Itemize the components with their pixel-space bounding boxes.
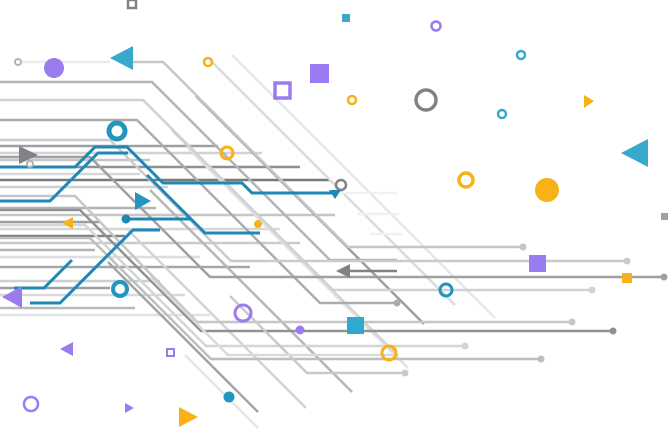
- trace-4-end-dot: [393, 299, 401, 307]
- teal-play-triangle: [135, 192, 151, 210]
- yellow-ring-bottom: [380, 344, 398, 362]
- yellow-square-small: [622, 273, 632, 283]
- yellow-ring-tiny-1: [202, 56, 214, 68]
- teal-square-filled: [347, 317, 364, 334]
- purple-triangle-left-large: [2, 286, 22, 308]
- yellow-ring-small: [219, 145, 235, 161]
- trace-10: [0, 236, 541, 361]
- teal-trace-4: [145, 173, 260, 235]
- trace-3: [0, 98, 592, 292]
- trace-2: [0, 80, 397, 262]
- gray-square-outline-top: [126, 0, 138, 10]
- yellow-dot-small: [254, 220, 262, 228]
- white-dot-start: [14, 58, 22, 66]
- trace-6-end-dot: [660, 273, 668, 281]
- purple-square-filled-top: [310, 64, 329, 83]
- yellow-circle-large: [535, 178, 559, 202]
- teal-arrow-down: [329, 190, 341, 199]
- gray-triangle-right: [19, 146, 38, 164]
- purple-triangle-right-tiny: [125, 403, 134, 413]
- trace-7-end-dot: [568, 318, 576, 326]
- trace-10-end-dot: [537, 355, 545, 363]
- teal-dot-bottom: [223, 391, 235, 403]
- purple-square-tiny: [166, 348, 175, 357]
- purple-circle-large: [44, 58, 64, 78]
- diag-line-7: [127, 229, 307, 409]
- teal-triangle-left-top: [110, 46, 133, 70]
- yellow-ring-medium: [457, 171, 475, 189]
- trace-8-end-dot: [609, 327, 617, 335]
- trace-3-end-dot: [588, 286, 596, 294]
- yellow-triangle-right-small: [584, 95, 594, 108]
- teal-square-tiny: [342, 14, 350, 22]
- teal-ring-thick: [106, 120, 128, 142]
- gray-ring-large: [414, 88, 438, 112]
- trace-4: [0, 118, 397, 305]
- teal-ring-tiny-2: [496, 108, 508, 120]
- teal-trace-1: [0, 145, 332, 195]
- gray-ring-small: [334, 178, 348, 192]
- purple-square-filled-right: [529, 255, 546, 272]
- trace-9-end-dot: [461, 342, 469, 350]
- yellow-triangle-left: [62, 217, 73, 229]
- trace-12: [149, 276, 397, 357]
- purple-ring-tiny: [430, 20, 442, 32]
- teal-triangle-left-large: [621, 139, 648, 167]
- teal-junction-dot: [121, 214, 131, 224]
- teal-ring-bottom-left: [111, 280, 129, 298]
- trace-6: [0, 155, 664, 279]
- teal-ring-right: [438, 282, 454, 298]
- teal-trace-2: [0, 151, 128, 203]
- yellow-ring-tiny-2: [346, 94, 358, 106]
- trace-11-end-dot: [401, 369, 409, 377]
- trace-1-end-dot: [519, 243, 527, 251]
- diag-line-1: [209, 59, 456, 306]
- diag-line-2: [231, 54, 496, 319]
- teal-ring-tiny-1: [515, 49, 527, 61]
- gray-arrow-left: [336, 264, 350, 278]
- purple-ring-medium: [233, 303, 253, 323]
- gray-square-tiny-right: [661, 213, 668, 220]
- purple-dot: [295, 325, 305, 335]
- purple-ring-bottom: [22, 395, 40, 413]
- white-dot-2: [26, 160, 34, 168]
- trace-8: [0, 208, 613, 333]
- trace-5-end-dot: [623, 257, 631, 265]
- purple-triangle-left-small: [60, 342, 73, 356]
- purple-square-outline: [273, 81, 292, 100]
- trace-7: [0, 194, 572, 324]
- teal-trace-6: [14, 258, 74, 290]
- trace-9: [0, 223, 465, 348]
- diag-line-9: [184, 354, 259, 429]
- teal-trace-5: [30, 228, 160, 305]
- trace-1: [133, 60, 523, 249]
- diag-line-8: [107, 261, 259, 413]
- yellow-triangle-right-large: [179, 407, 198, 427]
- trace-11: [229, 295, 405, 375]
